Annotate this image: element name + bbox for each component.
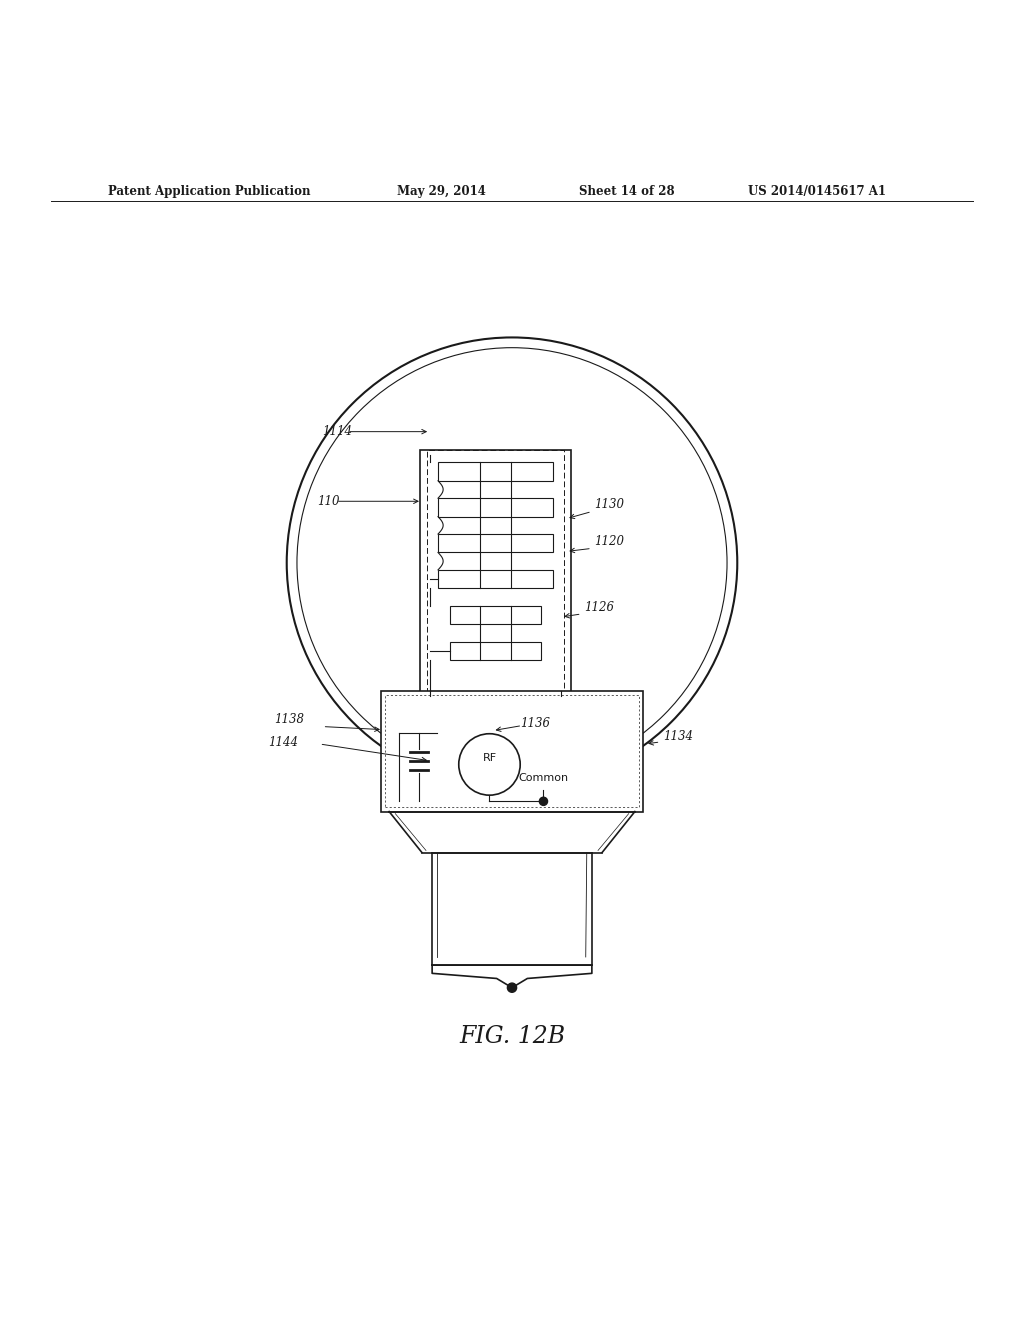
Circle shape bbox=[459, 734, 520, 795]
Circle shape bbox=[540, 797, 548, 805]
Text: 110: 110 bbox=[317, 495, 340, 508]
Text: 1144: 1144 bbox=[268, 737, 298, 748]
Text: FIG. 12B: FIG. 12B bbox=[459, 1026, 565, 1048]
Circle shape bbox=[508, 983, 516, 993]
Text: 1114: 1114 bbox=[323, 425, 352, 438]
Text: 1130: 1130 bbox=[594, 499, 624, 511]
Text: Common: Common bbox=[518, 772, 568, 783]
Bar bbox=[427, 450, 564, 690]
Bar bbox=[438, 570, 553, 589]
Bar bbox=[438, 462, 553, 480]
Bar bbox=[438, 498, 553, 516]
Text: Sheet 14 of 28: Sheet 14 of 28 bbox=[579, 185, 674, 198]
Text: 1134: 1134 bbox=[664, 730, 693, 743]
Bar bbox=[385, 694, 639, 808]
Text: 1126: 1126 bbox=[584, 601, 613, 614]
Bar bbox=[451, 642, 541, 660]
Text: Patent Application Publication: Patent Application Publication bbox=[108, 185, 310, 198]
Bar bbox=[451, 606, 541, 624]
Text: RF: RF bbox=[482, 754, 497, 763]
Text: 1138: 1138 bbox=[274, 714, 304, 726]
Text: May 29, 2014: May 29, 2014 bbox=[397, 185, 486, 198]
Bar bbox=[381, 690, 643, 812]
Bar bbox=[438, 535, 553, 553]
Text: 1120: 1120 bbox=[594, 536, 624, 548]
Bar bbox=[420, 450, 571, 696]
Text: US 2014/0145617 A1: US 2014/0145617 A1 bbox=[748, 185, 886, 198]
Text: 1136: 1136 bbox=[520, 717, 550, 730]
